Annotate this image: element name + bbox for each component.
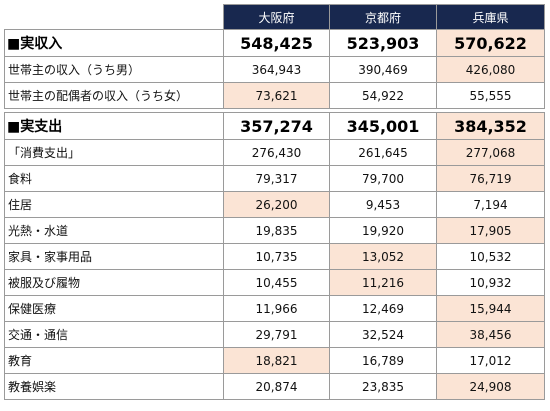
value-cell-osaka: 20,874 xyxy=(223,373,330,400)
value-cell-kyoto: 390,469 xyxy=(329,56,437,83)
value-cell-kyoto: 79,700 xyxy=(329,165,437,192)
value-cell-osaka: 29,791 xyxy=(223,321,330,348)
value-cell-hyogo: 10,932 xyxy=(436,269,545,296)
value-cell-osaka: 19,835 xyxy=(223,217,330,244)
row-label: 交通・通信 xyxy=(4,321,224,348)
value-cell-hyogo: 384,352 xyxy=(436,112,545,140)
row-label: 食料 xyxy=(4,165,224,192)
value-cell-osaka: 26,200 xyxy=(223,191,330,218)
row-label: 住居 xyxy=(4,191,224,218)
value-cell-osaka: 11,966 xyxy=(223,295,330,322)
row-label: 光熱・水道 xyxy=(4,217,224,244)
row-label: 世帯主の配偶者の収入（うち女） xyxy=(4,82,224,109)
table-body: ■実収入 548,425 523,903 570,622 世帯主の収入（うち男） 364,… xyxy=(4,29,545,400)
row-label: ■実収入 xyxy=(4,29,224,57)
row-label: 世帯主の収入（うち男） xyxy=(4,56,224,83)
expenditure-row: 交通・通信 29,791 32,524 38,456 xyxy=(4,321,545,348)
value-cell-hyogo: 24,908 xyxy=(436,373,545,400)
value-cell-osaka: 364,943 xyxy=(223,56,330,83)
table-header: 大阪府 京都府 兵庫県 xyxy=(4,4,545,30)
header-hyogo: 兵庫県 xyxy=(436,4,545,30)
value-cell-osaka: 276,430 xyxy=(223,139,330,166)
value-cell-osaka: 79,317 xyxy=(223,165,330,192)
row-label: 教養娯楽 xyxy=(4,373,224,400)
expenditure-row: 保健医療 11,966 12,469 15,944 xyxy=(4,295,545,322)
expenditure-row: 被服及び履物 10,455 11,216 10,932 xyxy=(4,269,545,296)
row-label: 「消費支出」 xyxy=(4,139,224,166)
value-cell-kyoto: 19,920 xyxy=(329,217,437,244)
row-label: 教育 xyxy=(4,347,224,374)
value-cell-kyoto: 11,216 xyxy=(329,269,437,296)
income-row: 世帯主の配偶者の収入（うち女） 73,621 54,922 55,555 xyxy=(4,82,545,109)
income-total-row: ■実収入 548,425 523,903 570,622 xyxy=(4,29,545,57)
value-cell-hyogo: 426,080 xyxy=(436,56,545,83)
value-cell-hyogo: 55,555 xyxy=(436,82,545,109)
header-corner xyxy=(4,4,224,30)
value-cell-kyoto: 9,453 xyxy=(329,191,437,218)
income-row: 世帯主の収入（うち男） 364,943 390,469 426,080 xyxy=(4,56,545,83)
value-cell-kyoto: 54,922 xyxy=(329,82,437,109)
expenditure-total-row: ■実支出 357,274 345,001 384,352 xyxy=(4,112,545,140)
value-cell-osaka: 548,425 xyxy=(223,29,330,57)
value-cell-osaka: 18,821 xyxy=(223,347,330,374)
value-cell-kyoto: 23,835 xyxy=(329,373,437,400)
value-cell-hyogo: 17,012 xyxy=(436,347,545,374)
value-cell-hyogo: 7,194 xyxy=(436,191,545,218)
expenditure-row: 教養娯楽 20,874 23,835 24,908 xyxy=(4,373,545,400)
value-cell-hyogo: 570,622 xyxy=(436,29,545,57)
value-cell-osaka: 10,735 xyxy=(223,243,330,270)
value-cell-hyogo: 17,905 xyxy=(436,217,545,244)
value-cell-hyogo: 15,944 xyxy=(436,295,545,322)
value-cell-hyogo: 277,068 xyxy=(436,139,545,166)
household-budget-table: 大阪府 京都府 兵庫県 ■実収入 548,425 523,903 570,622 世帯主… xyxy=(4,4,545,400)
expenditure-row: 「消費支出」 276,430 261,645 277,068 xyxy=(4,139,545,166)
value-cell-osaka: 10,455 xyxy=(223,269,330,296)
expenditure-row: 住居 26,200 9,453 7,194 xyxy=(4,191,545,218)
row-label: 保健医療 xyxy=(4,295,224,322)
value-cell-osaka: 357,274 xyxy=(223,112,330,140)
expenditure-row: 教育 18,821 16,789 17,012 xyxy=(4,347,545,374)
value-cell-hyogo: 10,532 xyxy=(436,243,545,270)
expenditure-row: 家具・家事用品 10,735 13,052 10,532 xyxy=(4,243,545,270)
value-cell-kyoto: 32,524 xyxy=(329,321,437,348)
value-cell-hyogo: 76,719 xyxy=(436,165,545,192)
row-label: 家具・家事用品 xyxy=(4,243,224,270)
row-label: ■実支出 xyxy=(4,112,224,140)
value-cell-osaka: 73,621 xyxy=(223,82,330,109)
value-cell-hyogo: 38,456 xyxy=(436,321,545,348)
row-label: 被服及び履物 xyxy=(4,269,224,296)
value-cell-kyoto: 523,903 xyxy=(329,29,437,57)
value-cell-kyoto: 12,469 xyxy=(329,295,437,322)
value-cell-kyoto: 16,789 xyxy=(329,347,437,374)
value-cell-kyoto: 13,052 xyxy=(329,243,437,270)
value-cell-kyoto: 261,645 xyxy=(329,139,437,166)
header-osaka: 大阪府 xyxy=(223,4,330,30)
header-kyoto: 京都府 xyxy=(329,4,437,30)
expenditure-row: 光熱・水道 19,835 19,920 17,905 xyxy=(4,217,545,244)
expenditure-row: 食料 79,317 79,700 76,719 xyxy=(4,165,545,192)
value-cell-kyoto: 345,001 xyxy=(329,112,437,140)
